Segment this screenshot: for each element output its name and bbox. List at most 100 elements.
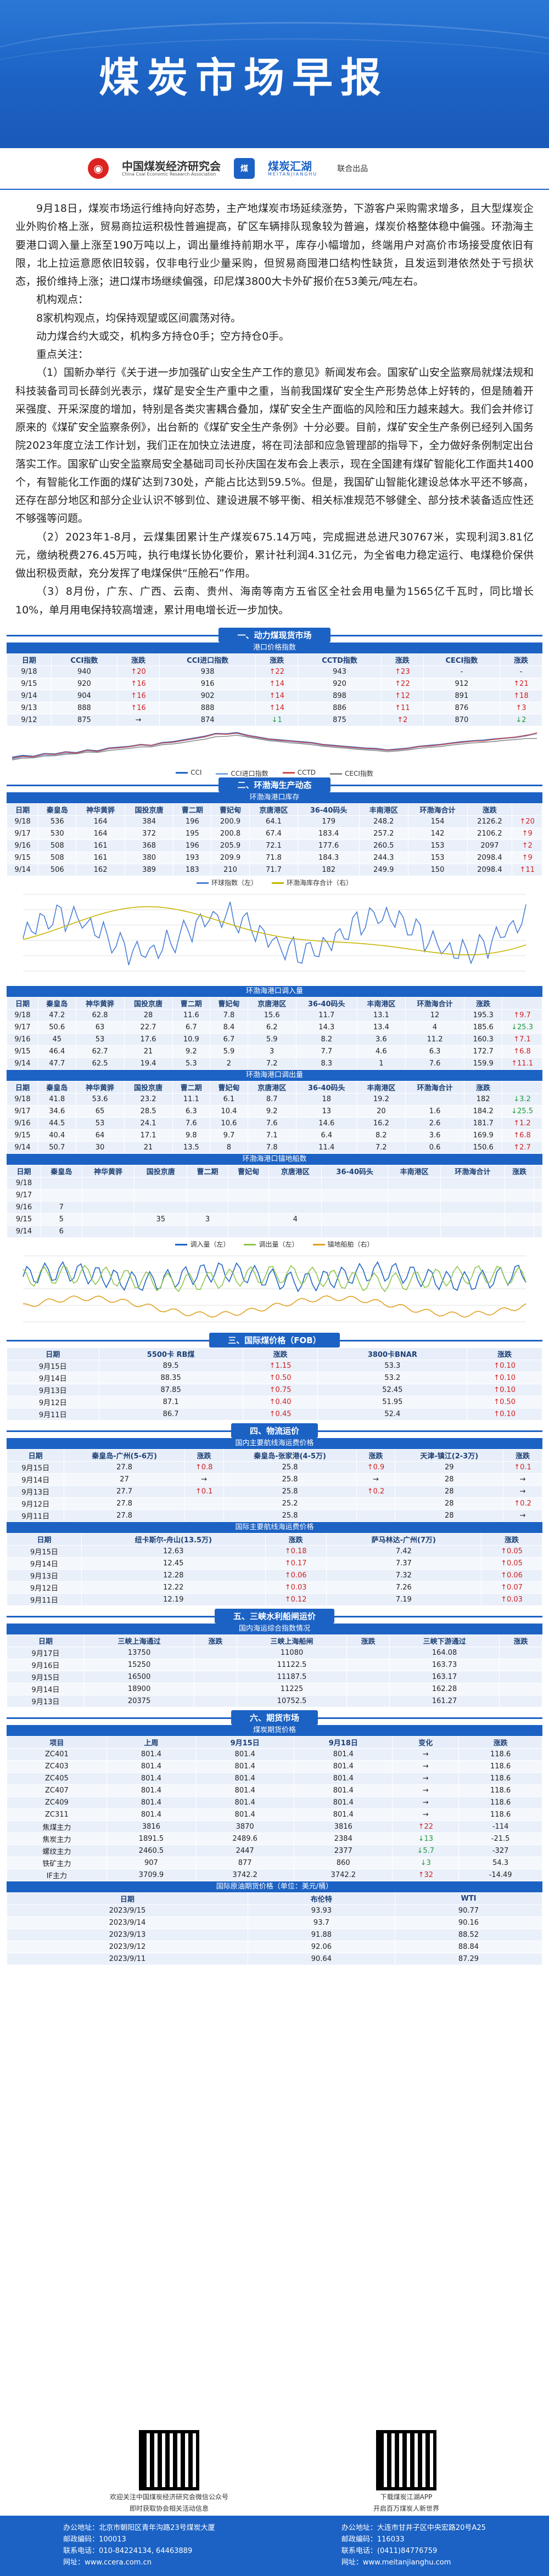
table-cell: [499, 1682, 542, 1695]
table-cell: 6.3: [405, 1045, 465, 1058]
meitan-qr-block: 下载煤炭江湖APP 开启百万煤炭人新世界: [373, 2430, 439, 2513]
table-cell: 7.8: [247, 1141, 296, 1154]
outflow-header-0: 日期: [7, 1080, 38, 1093]
anchor-header-3: 国投京唐: [134, 1164, 188, 1177]
inv-header-9: 环渤海合计: [407, 803, 468, 816]
table-cell: -: [423, 665, 500, 678]
table-cell: ↑2.7: [502, 1141, 542, 1154]
table-cell: -14.49: [458, 1868, 542, 1881]
table-cell: -327: [458, 1844, 542, 1857]
table-cell: 62.5: [75, 1057, 125, 1070]
table-cell: 28: [395, 1473, 504, 1486]
coal-futures-table: 项目 上周 9月15日 9月18日 变化 涨跌 ZC401 801.4 801.4 801.4 → 1…: [7, 1735, 542, 1881]
table-cell: ↑1.15: [242, 1359, 318, 1372]
flow-chart: 调入量（左） 调出量（左） 锚地船舶（右）: [7, 1237, 542, 1330]
table-row: ZC409 801.4 801.4 801.4 → 118.6: [7, 1796, 542, 1809]
table-cell: ↑2: [380, 713, 424, 726]
table-row: 9/18 536 164 384 196 200.9 64.1 179 248.2 154 2126…: [6, 815, 542, 828]
table-cell: 801.4: [195, 1796, 295, 1809]
table-row: 2023/9/13 91.88 88.52: [7, 1928, 543, 1941]
flow-legend: 调入量（左） 调出量（左） 锚地船舶（右）: [7, 1238, 542, 1250]
table-cell: 18: [295, 1092, 357, 1106]
legend-item: 调出量（左）: [244, 1239, 299, 1249]
inflow-header-1: 秦皇岛: [37, 996, 76, 1010]
table-cell: [440, 1213, 505, 1226]
table-cell: [405, 1092, 465, 1106]
table-cell: ↑0.50: [467, 1395, 542, 1408]
table-cell: ↓3: [392, 1856, 460, 1869]
table-cell: 7: [40, 1200, 82, 1214]
table-cell: 184.3: [298, 851, 360, 864]
inflow-header-0: 日期: [7, 996, 38, 1010]
domestic-freight-title: 国内主要航线海运费价格: [7, 1438, 542, 1449]
table-cell: 28: [124, 1008, 173, 1022]
table-cell: 27.8: [64, 1509, 185, 1522]
table-row: ZC407 801.4 801.4 801.4 → 118.6: [7, 1784, 542, 1797]
table-cell: 9/14: [6, 863, 39, 876]
table-cell: ↑0.05: [481, 1545, 542, 1558]
table-cell: ↓3.2: [502, 1092, 542, 1106]
crude-header-2: WTI: [394, 1892, 543, 1905]
ccera-qr-icon[interactable]: [139, 2430, 199, 2491]
anchor-header-5: 曹妃甸: [227, 1164, 270, 1177]
table-cell: 29: [395, 1461, 504, 1474]
ccera-website-link[interactable]: 网址：www.ccera.com.cn: [63, 2558, 152, 2567]
table-cell: [194, 1658, 237, 1671]
table-cell: [81, 1225, 135, 1238]
coal-futures-title: 煤炭期货价格: [7, 1724, 542, 1736]
table-row: 9/15 46.4 62.7 21 9.2 5.9 3 7.7 4.6 6.3 172.7 ↑6.8: [7, 1045, 542, 1058]
table-cell: 9/16: [7, 1200, 41, 1214]
table-cell: [504, 1188, 535, 1202]
ccera-contact: 办公地址：北京市朝阳区青年沟路23号煤炭大厦 邮政编码：100013 联系电话：…: [63, 2523, 215, 2568]
table-row: 9月15日 27.8 ↑0.8 25.8 ↑0.9 29 ↑0.1: [6, 1461, 542, 1474]
table-cell: 8.3: [295, 1057, 357, 1070]
table-cell: 8.7: [247, 1092, 296, 1106]
table-row: 9/13 888 ↑16 888 ↑14 886 ↑11 876 ↑3: [7, 701, 543, 714]
table-cell: 15.6: [247, 1008, 296, 1022]
table-cell: 801.4: [106, 1784, 197, 1797]
table-cell: 6.1: [210, 1092, 248, 1106]
fut-header-5: 涨跌: [458, 1735, 542, 1749]
table-cell: ZC311: [7, 1808, 107, 1821]
table-cell: →: [503, 1485, 542, 1498]
table-cell: 30: [75, 1141, 125, 1154]
table-cell: 44.5: [37, 1117, 76, 1130]
table-row: 9/15 5 35 3 4: [7, 1213, 542, 1226]
table-cell: 142: [407, 827, 468, 840]
table-cell: →: [503, 1509, 542, 1522]
table-cell: 9月15日: [7, 1359, 99, 1372]
outflow-header-7: 36-40码头: [295, 1080, 357, 1093]
meitan-qr-icon[interactable]: [376, 2430, 436, 2491]
inflow-header-2: 神华黄骅: [75, 996, 125, 1010]
table-cell: 801.4: [106, 1772, 197, 1785]
inv-header-2: 神华黄骅: [76, 803, 125, 816]
table-cell: ↑32: [392, 1868, 460, 1881]
table-cell: -21.5: [458, 1832, 542, 1845]
table-cell: 886: [298, 701, 382, 714]
table-cell: 2: [210, 1057, 248, 1070]
table-cell: 6.3: [172, 1104, 211, 1118]
summary-paragraph: 9月18日，煤炭市场运行维持向好态势，主产地煤炭市场延续涨势，下游客户采购需求增…: [15, 202, 534, 288]
table-cell: [227, 1225, 270, 1238]
table-cell: [227, 1200, 270, 1214]
table-row: 9月13日 12.28 ↑0.06 7.32 ↑0.06: [7, 1569, 542, 1582]
table-cell: 3816: [294, 1820, 393, 1833]
table-cell: 9/12: [7, 713, 52, 726]
table-cell: 898: [298, 689, 382, 702]
table-cell: ↑0.12: [265, 1593, 327, 1606]
table-cell: 118.6: [458, 1808, 542, 1821]
price-header-3: CCI进口指数: [159, 653, 256, 666]
table-row: 9/18 41.8 53.6 23.2 11.1 6.1 8.7 18 19.2 182 ↓3.2: [7, 1092, 542, 1106]
crude-header-0: 日期: [7, 1892, 248, 1905]
table-cell: 891: [423, 689, 500, 702]
table-cell: 161.27: [389, 1694, 500, 1707]
table-cell: ZC407: [7, 1784, 107, 1797]
table-cell: 9/18: [7, 665, 52, 678]
price-header-7: CECI指数: [423, 653, 500, 666]
meitan-website-link[interactable]: 网址：www.meitanjianghu.com: [341, 2558, 451, 2567]
table-cell: 163.17: [389, 1670, 500, 1683]
outflow-header-4: 曹二期: [172, 1080, 211, 1093]
crude-header-1: 布伦特: [247, 1892, 395, 1905]
table-cell: 9.7: [210, 1129, 248, 1142]
table-cell: 9月15日: [7, 1545, 82, 1558]
